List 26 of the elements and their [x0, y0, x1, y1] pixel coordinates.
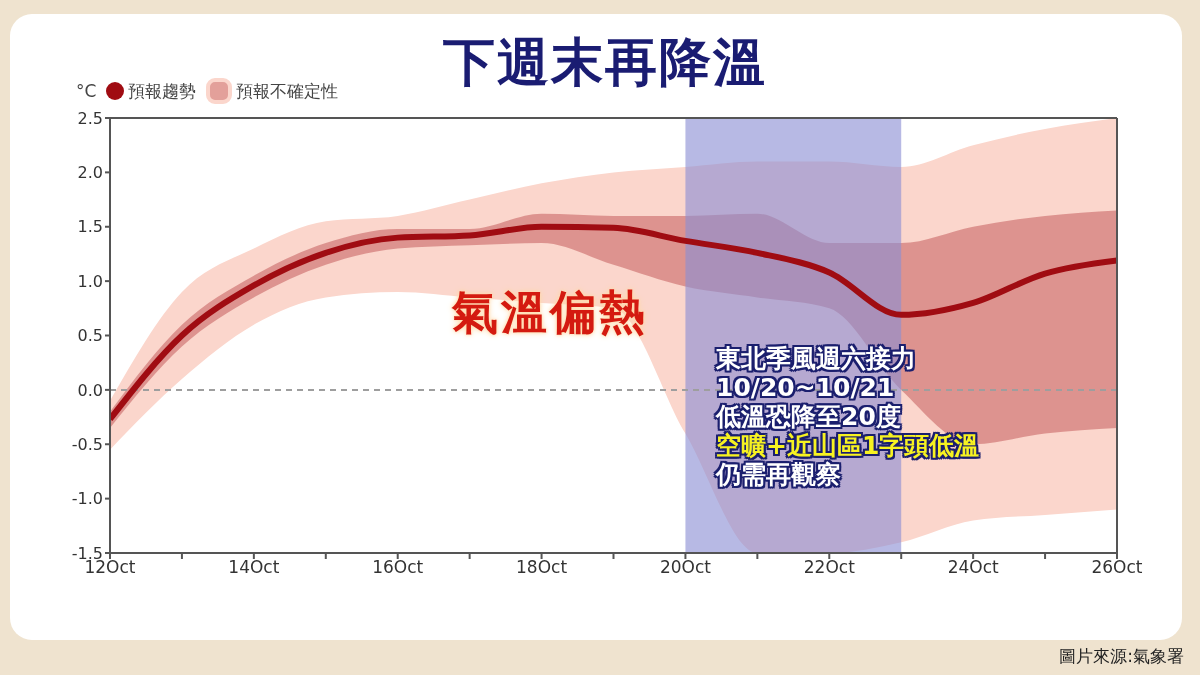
annotation: 東北季風週六接力 [716, 344, 917, 373]
annotation: 空曠+近山區1字頭低溫 [716, 431, 980, 460]
y-tick-label: 0.5 [77, 326, 103, 346]
x-tick-label: 18Oct [516, 557, 568, 578]
y-tick-label: 1.0 [77, 271, 103, 291]
y-tick-label: -0.5 [71, 434, 103, 454]
x-tick-label: 26Oct [1091, 557, 1143, 578]
annotation: 低溫恐降至20度 [716, 402, 902, 431]
annotation: 仍需再觀察 [716, 460, 842, 489]
x-tick-label: 24Oct [947, 557, 999, 578]
x-tick-label: 14Oct [228, 557, 280, 578]
legend-label: 預報不確定性 [236, 79, 339, 103]
y-tick-label: 0.0 [77, 380, 103, 400]
y-tick-label: 1.5 [77, 217, 103, 237]
y-axis-title: °C [76, 81, 97, 101]
y-tick-label: 2.0 [77, 163, 103, 183]
x-tick-label: 22Oct [803, 557, 856, 578]
text: 圖片來源:氣象署 [1059, 645, 1184, 668]
y-tick-label: 2.5 [77, 108, 103, 128]
y-tick-label: -1.0 [71, 489, 103, 509]
annotation: 氣溫偏熱 [452, 284, 648, 341]
chart-title: 下週末再降溫 [443, 32, 767, 92]
x-tick-label: 16Oct [372, 557, 424, 578]
legend-label: 預報趨勢 [128, 79, 197, 103]
annotation: 10/20~10/21 [716, 373, 896, 402]
x-tick-label: 20Oct [659, 557, 712, 578]
